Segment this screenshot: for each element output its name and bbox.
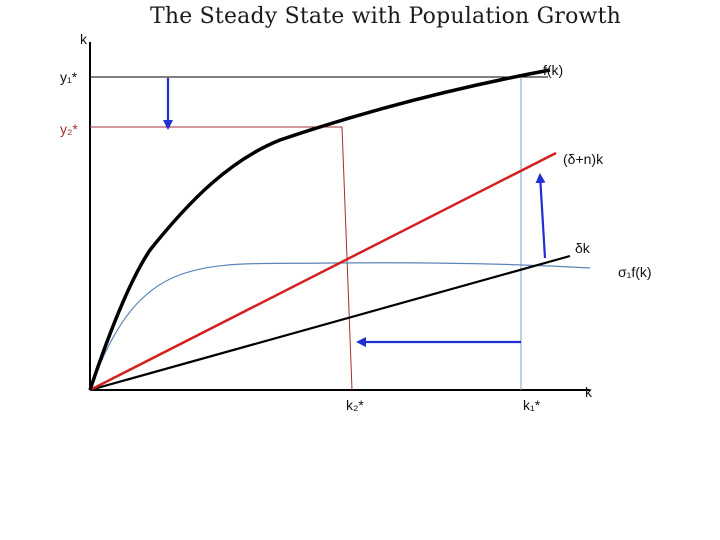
depreciation-line (89, 254, 571, 392)
k1-label: k₁* (523, 397, 541, 413)
diagram-title: The Steady State with Population Growth (150, 4, 621, 29)
savings-curve-label: σ₁f(k) (618, 264, 652, 280)
production-curve (88, 68, 551, 391)
x-axis-label: k (585, 384, 592, 400)
y1-label: y₁* (60, 69, 78, 85)
up-shift-arrow (535, 173, 547, 259)
k2-label: k₂* (346, 397, 364, 413)
depreciation-population-line (89, 151, 557, 392)
production-curve-label: f(k) (543, 62, 564, 78)
savings-curve (89, 262, 591, 391)
depreciation-population-label: (δ+n)k (563, 151, 604, 167)
depreciation-label: δk (575, 240, 590, 256)
y2-label: y₂* (60, 121, 78, 137)
y-axis-label: k (80, 31, 87, 47)
